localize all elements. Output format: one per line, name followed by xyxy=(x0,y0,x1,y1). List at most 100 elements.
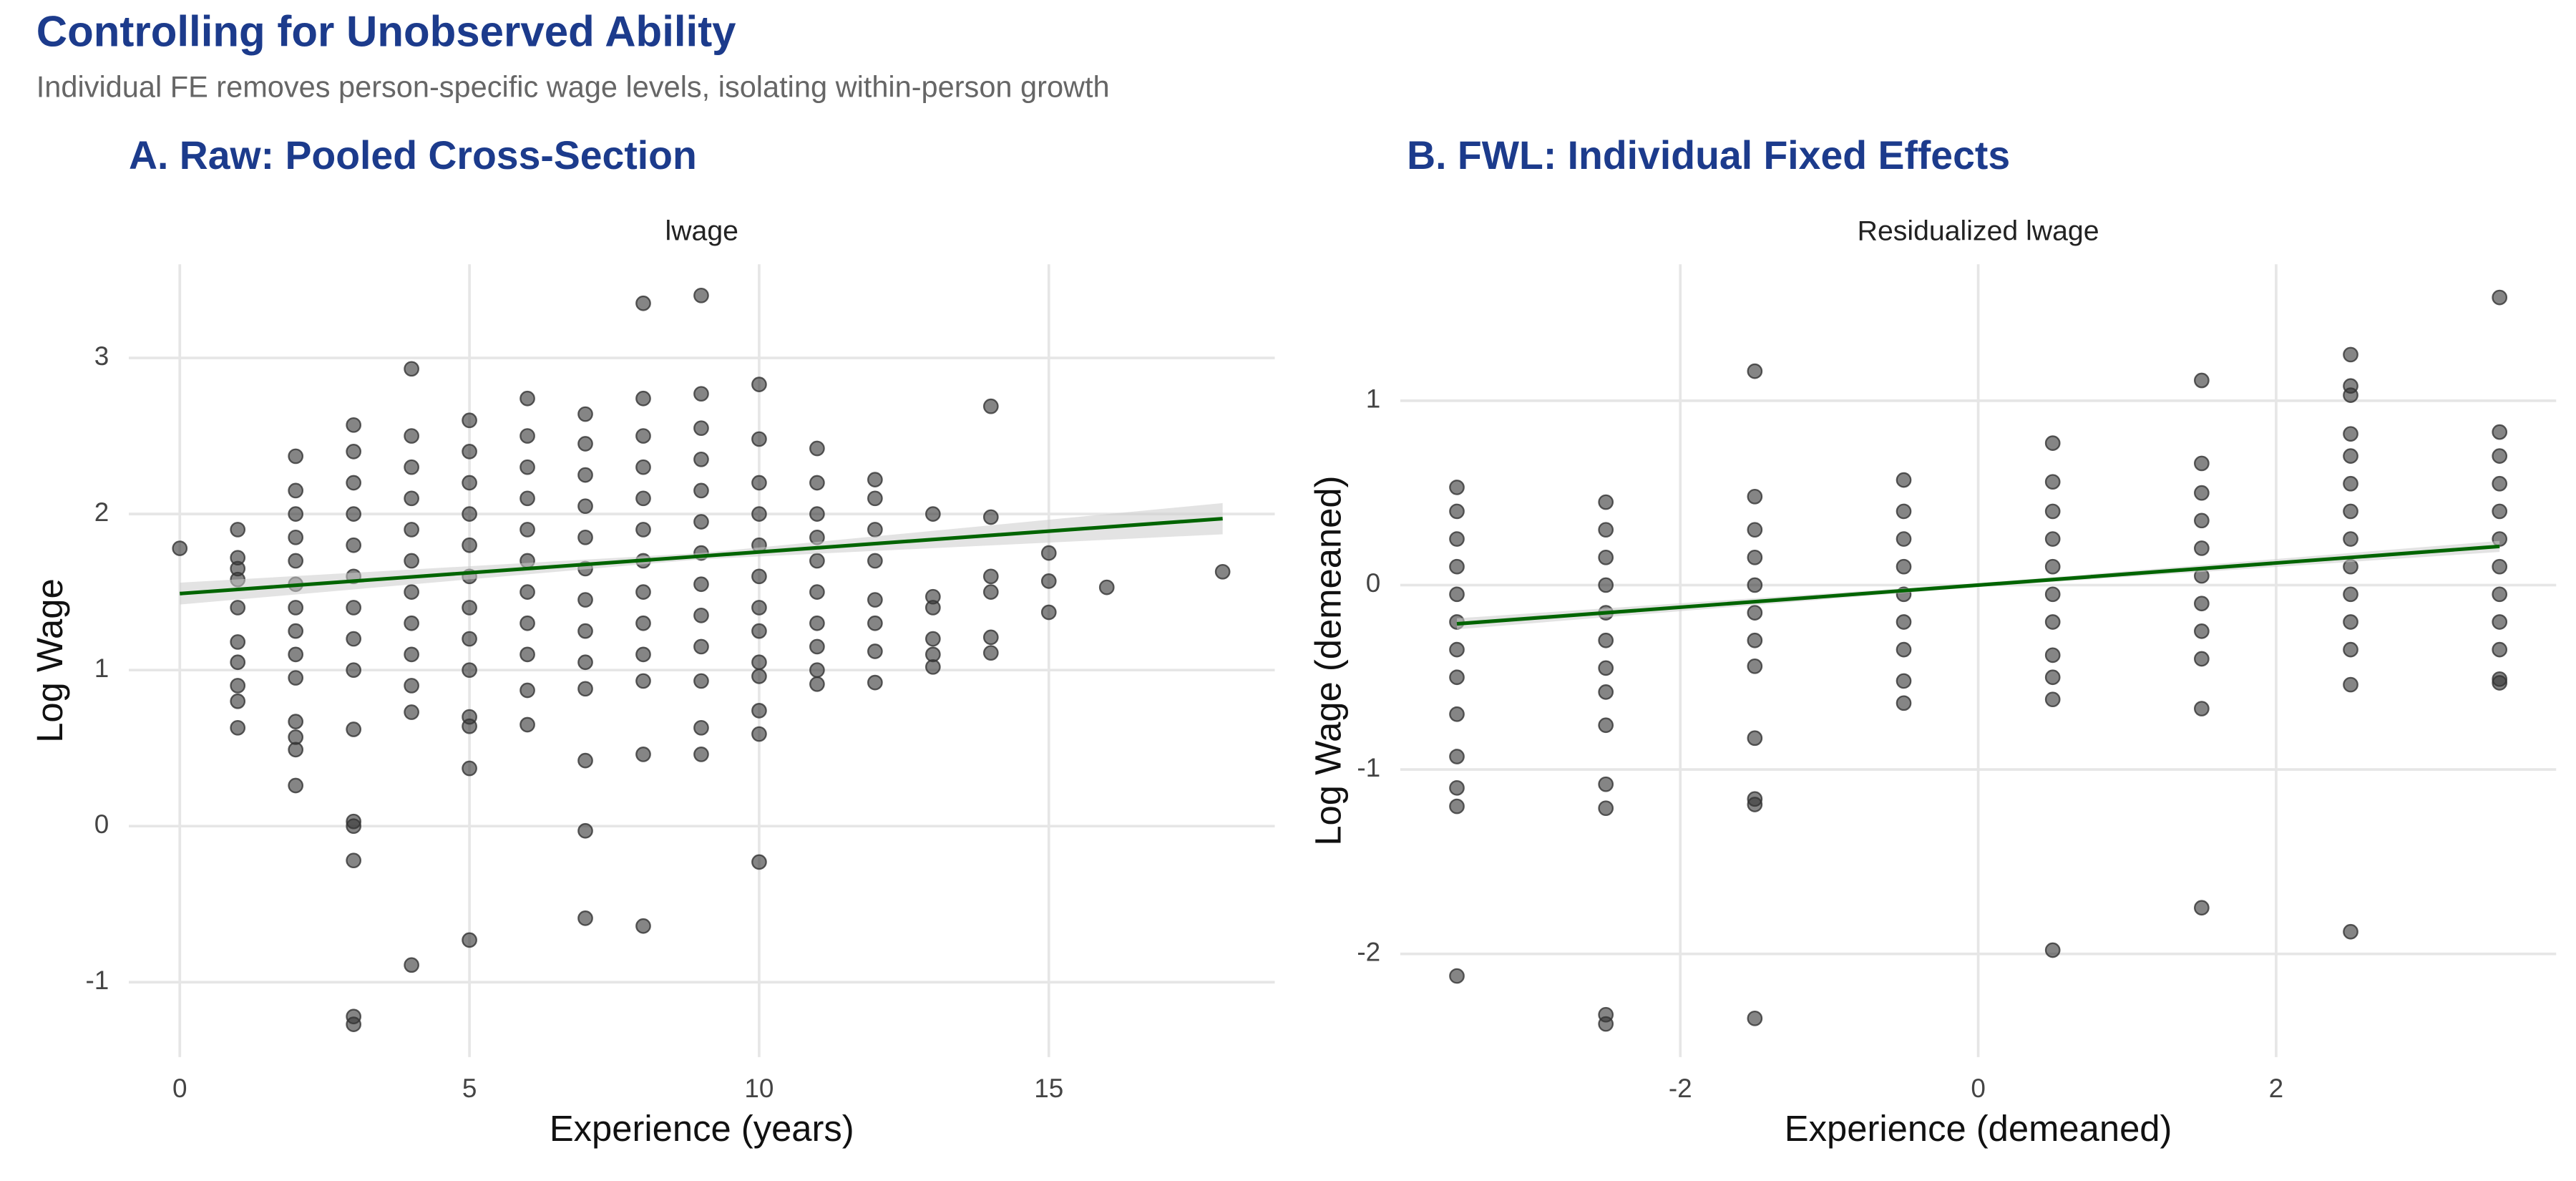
data-point xyxy=(982,584,999,600)
data-point xyxy=(2044,586,2061,603)
data-point xyxy=(751,506,767,522)
data-point xyxy=(1598,800,1614,817)
data-point xyxy=(809,615,825,631)
data-point xyxy=(230,600,246,616)
data-point xyxy=(2194,512,2210,529)
data-point xyxy=(809,506,825,522)
data-point xyxy=(2044,942,2061,958)
data-point xyxy=(1040,573,1057,589)
data-point xyxy=(2492,424,2508,440)
data-point xyxy=(462,412,477,429)
data-point xyxy=(693,482,709,499)
data-point xyxy=(1449,531,1465,547)
data-point xyxy=(462,475,477,491)
data-point xyxy=(1449,669,1465,686)
data-point xyxy=(1747,605,1763,621)
data-point xyxy=(1747,549,1763,565)
data-point xyxy=(693,719,709,736)
data-point xyxy=(346,721,362,737)
data-point xyxy=(982,568,999,585)
data-point xyxy=(1747,488,1763,505)
data-point xyxy=(346,600,362,616)
data-point xyxy=(693,576,709,593)
y-tick-label: 0 xyxy=(1366,568,1381,598)
data-point xyxy=(2492,475,2508,492)
data-point xyxy=(1040,604,1057,621)
y-tick-label: 2 xyxy=(94,497,109,527)
data-point xyxy=(1449,779,1465,796)
fit-line xyxy=(1456,544,2500,626)
y-tick-label: -1 xyxy=(85,966,109,995)
data-point xyxy=(404,553,419,569)
data-point xyxy=(230,522,246,538)
data-point xyxy=(2492,503,2508,520)
data-point xyxy=(230,678,246,694)
data-point xyxy=(2044,558,2061,575)
data-point xyxy=(693,514,709,530)
data-point xyxy=(519,584,535,600)
data-point xyxy=(577,498,593,515)
data-point xyxy=(635,428,651,444)
data-point xyxy=(635,918,651,934)
data-point xyxy=(288,506,304,522)
data-point xyxy=(2343,923,2358,940)
y-tick-label: -2 xyxy=(1357,937,1380,966)
data-point xyxy=(751,431,767,447)
data-point xyxy=(519,682,535,699)
data-point xyxy=(751,703,767,719)
data-point xyxy=(288,646,304,663)
data-point xyxy=(751,376,767,392)
data-point xyxy=(2044,647,2061,664)
data-point xyxy=(577,822,593,839)
data-point xyxy=(2194,701,2210,716)
data-point xyxy=(519,390,535,407)
data-point xyxy=(230,719,246,736)
data-point xyxy=(1747,363,1763,379)
data-point xyxy=(1747,730,1763,747)
data-point xyxy=(519,646,535,663)
data-point xyxy=(172,540,188,556)
data-point xyxy=(577,623,593,639)
data-point xyxy=(867,615,883,631)
data-point xyxy=(2194,372,2210,389)
data-point xyxy=(404,522,419,538)
data-point xyxy=(867,472,883,487)
data-point xyxy=(1098,579,1115,596)
data-point xyxy=(2343,426,2358,442)
data-point xyxy=(462,932,477,948)
data-point xyxy=(2044,614,2061,630)
data-point xyxy=(346,417,362,433)
data-point xyxy=(2343,475,2358,492)
data-point xyxy=(635,584,651,600)
data-point xyxy=(635,522,651,538)
data-point xyxy=(577,406,593,422)
data-point xyxy=(519,459,535,475)
data-point xyxy=(924,658,941,675)
data-point xyxy=(1598,632,1614,648)
data-point xyxy=(577,436,593,452)
data-point xyxy=(809,553,825,569)
data-point xyxy=(809,440,825,457)
x-tick-label: 0 xyxy=(1971,1074,1986,1103)
y-tick-label: 3 xyxy=(94,341,109,371)
data-point xyxy=(924,600,941,616)
data-point xyxy=(867,643,883,659)
y-axis-label: Log Wage xyxy=(29,578,70,742)
data-point xyxy=(809,475,825,491)
data-point xyxy=(346,662,362,679)
data-point xyxy=(2343,676,2358,693)
page-title: Controlling for Unobserved Ability xyxy=(36,7,736,55)
data-point xyxy=(867,553,883,569)
data-point xyxy=(230,654,246,671)
data-point xyxy=(288,553,304,569)
data-point xyxy=(693,287,709,303)
data-point xyxy=(1896,673,1912,689)
data-point xyxy=(404,459,419,475)
data-point xyxy=(462,537,477,553)
data-point xyxy=(1747,797,1763,812)
data-point xyxy=(924,506,941,522)
data-point xyxy=(693,673,709,689)
data-point xyxy=(404,615,419,631)
data-point xyxy=(1896,503,1912,520)
